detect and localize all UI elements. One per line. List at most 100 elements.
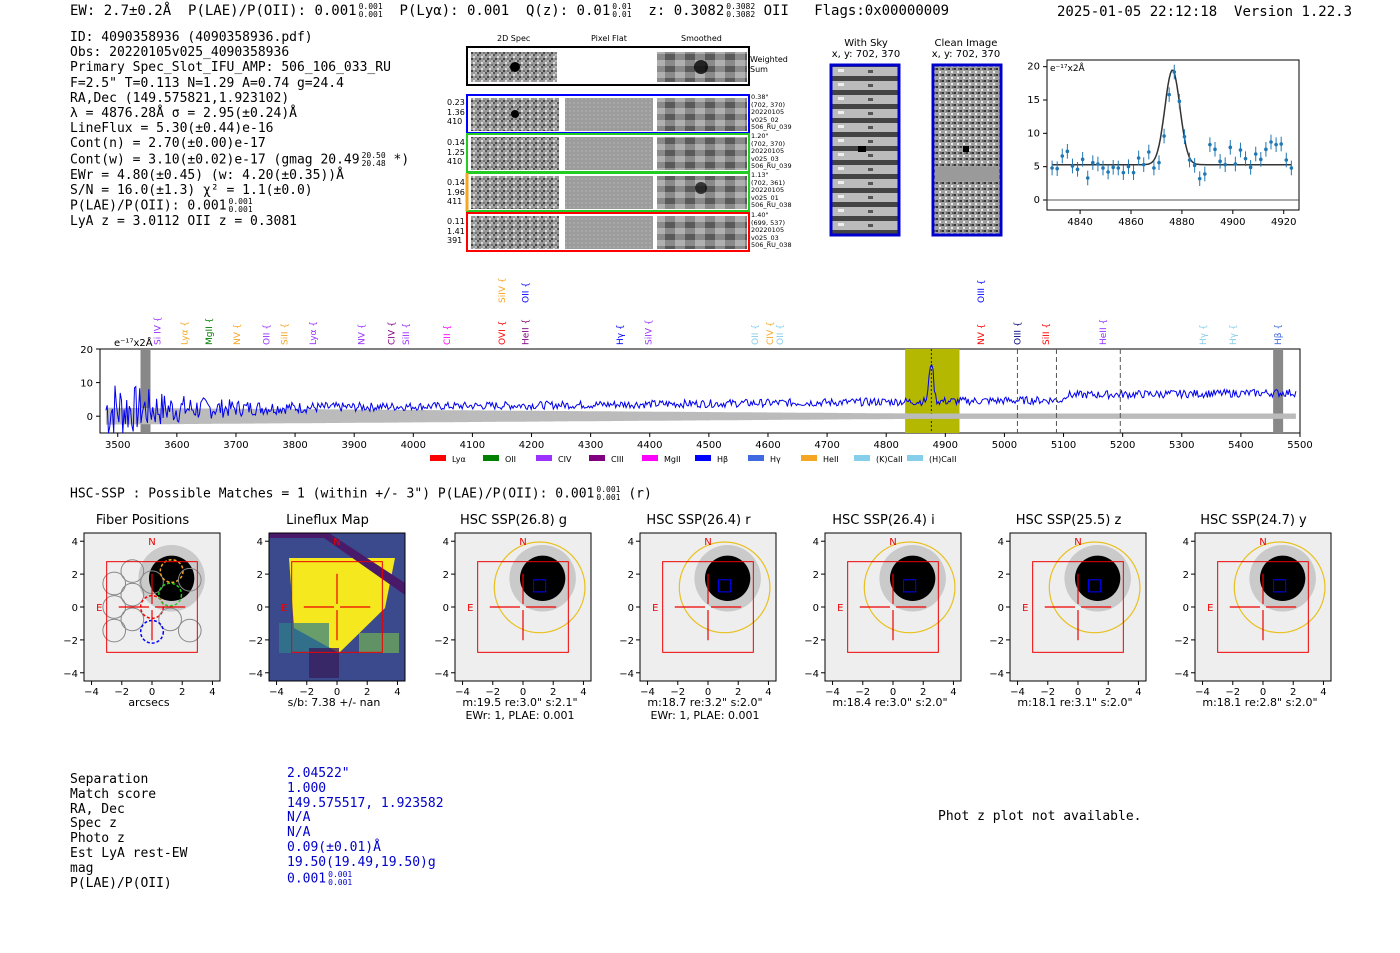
spectrum-flux-line: [105, 363, 1297, 434]
hsc-xtick-label: 2: [179, 687, 185, 698]
spectrum-legend-label: HeII: [823, 455, 839, 464]
spectrum-line-label: Lyα {: [309, 321, 319, 345]
spectrum-xtick-label: 3900: [341, 440, 366, 451]
cutout-images: [465, 46, 750, 252]
clean-image-title: Clean Image x, y: 702, 370: [931, 38, 1001, 60]
spectrum-line-label: MgII {: [205, 318, 215, 345]
line-fit-point: [1177, 99, 1182, 104]
hsc-ytick-label: −4: [804, 669, 819, 680]
hsc-xtick-label: 4: [1135, 687, 1141, 698]
svg-text:NV {: NV {: [977, 324, 987, 345]
spectrum-line-label: HeII {: [522, 319, 532, 345]
line-fit-point: [1289, 166, 1294, 170]
spectrum-unit-label: e⁻¹⁷x2Å: [114, 336, 153, 349]
hsc-xtick-label: −4: [825, 687, 840, 698]
line-fit-point: [1182, 134, 1187, 139]
line-fit-xtick-label: 4900: [1220, 217, 1245, 228]
fiber-row-1-right: 0.38" (702, 370) 20220105 v025_02 506_RU_039: [751, 93, 792, 132]
hsc-panel-image: N E −4 −4 −2 −2 0 0 2 2 4 4: [434, 532, 592, 698]
hsc-panel-title: HSC SSP(26.8) g: [459, 513, 568, 528]
hsc-ytick-label: −2: [989, 636, 1004, 647]
hsc-xtick-label: 4: [1320, 687, 1326, 698]
match-table-values: 2.04522" 1.000 149.575517, 1.923582 N/A …: [287, 766, 444, 887]
spectrum-xtick-label: 5300: [1169, 440, 1194, 451]
header-ew: EW: 2.7±0.2Å: [70, 3, 172, 19]
line-fit-point: [1162, 134, 1166, 138]
line-fit-point: [1172, 70, 1177, 74]
hsc-north-label: N: [333, 537, 340, 548]
line-fit-point: [1264, 147, 1268, 152]
hsc-ytick-label: 0: [257, 603, 263, 614]
line-fit-ytick-label: 20: [1027, 62, 1040, 73]
spectrum-line-label: NV {: [357, 324, 367, 345]
line-fit-point: [1269, 140, 1273, 144]
spectrum-legend-swatch: [642, 455, 658, 461]
hsc-east-label: E: [837, 603, 843, 614]
line-fit-point: [1111, 165, 1115, 170]
spectrum-line-label: OIII {: [977, 279, 987, 303]
line-fit-point: [1253, 152, 1258, 156]
match-value-plae: 0.001 0.001 0.001: [287, 869, 353, 887]
line-fit-point: [1050, 166, 1054, 170]
fiber-row-1: [466, 94, 750, 134]
hsc-xtick-label: 2: [920, 687, 926, 698]
spectrum-line-label: Si IV {: [153, 317, 163, 345]
svg-text:CIV {: CIV {: [766, 321, 776, 345]
line-fit-point: [1116, 166, 1121, 170]
detection-info: ID: 4090358936 (4090358936.pdf) Obs: 202…: [70, 30, 409, 229]
spectrum-line-label: OII {: [263, 324, 273, 345]
hsc-east-label: E: [652, 603, 658, 614]
match-value-score: 1.000: [287, 780, 327, 796]
hsc-panel-caption: m:19.5 re:3.0" s:2.1": [462, 696, 578, 709]
line-fit-point: [1233, 162, 1238, 166]
svg-text:NV {: NV {: [233, 324, 243, 345]
hsc-xtick-label: 0: [1260, 687, 1266, 698]
svg-text:SiIV {: SiIV {: [645, 319, 655, 345]
hsc-panel-title: Fiber Positions: [95, 513, 190, 528]
hsc-title: HSC-SSP : Possible Matches = 1 (within +…: [70, 485, 652, 502]
weighted-sum-row: [466, 46, 750, 86]
match-label-mag: mag: [70, 860, 94, 876]
info-lineflux: LineFlux = 5.30(±0.44)e-16: [70, 121, 274, 137]
hsc-ytick-label: 0: [72, 603, 78, 614]
svg-text:SiIV {: SiIV {: [498, 277, 508, 303]
line-fit-ytick-label: 5: [1034, 162, 1040, 173]
hsc-ytick-label: 0: [813, 603, 819, 614]
hsc-xtick-label: 2: [550, 687, 556, 698]
spectrum-legend-label: Hβ: [717, 455, 728, 464]
spectrum-line-label: OVI {: [498, 321, 508, 345]
photz-message: Phot z plot not available.: [938, 809, 1142, 824]
spectrum-legend-label: (K)CaII: [876, 455, 903, 464]
hsc-north-label: N: [1259, 537, 1266, 548]
sky-clean-images: [829, 63, 1003, 237]
spectrum-line-label: CIV {: [387, 321, 397, 345]
spectrum-legend-swatch: [907, 455, 923, 461]
line-fit-xtick-label: 4840: [1067, 217, 1092, 228]
spectrum-line-label: NV {: [233, 324, 243, 345]
info-radec: RA,Dec (149.575821,1.923102): [70, 90, 290, 106]
line-fit-point: [1243, 156, 1248, 161]
spectrum-legend-swatch: [589, 455, 605, 461]
hsc-panel-caption-2: EWr: 1, PLAE: 0.001: [650, 709, 760, 722]
hsc-panel-title: HSC SSP(25.5) z: [1015, 513, 1122, 528]
spectrum-line-label: SiII {: [402, 323, 412, 345]
hsc-north-label: N: [148, 537, 155, 548]
header-z: z: 0.3082: [648, 3, 725, 19]
hsc-north-label: N: [1074, 537, 1081, 548]
line-fit-point: [1228, 145, 1233, 150]
line-fit-point: [1152, 166, 1156, 170]
spectrum-line-label: CII {: [443, 325, 453, 345]
info-contn: Cont(n) = 2.70(±0.00)e-17: [70, 136, 266, 152]
hsc-ytick-label: −4: [1174, 669, 1189, 680]
hsc-xtick-label: −4: [1195, 687, 1210, 698]
line-fit-point: [1197, 176, 1202, 181]
hsc-xtick-label: −4: [84, 687, 99, 698]
hsc-xtick-label: −4: [640, 687, 655, 698]
hsc-panel-title: HSC SSP(26.4) i: [832, 513, 935, 528]
spectrum-xtick-label: 4000: [401, 440, 426, 451]
line-fit-point: [1126, 164, 1131, 169]
hsc-xtick-label: −4: [269, 687, 284, 698]
line-fit-point: [1075, 167, 1080, 172]
header-version: Version 1.22.3: [1234, 4, 1353, 20]
line-fit-ytick-label: 10: [1027, 128, 1040, 139]
